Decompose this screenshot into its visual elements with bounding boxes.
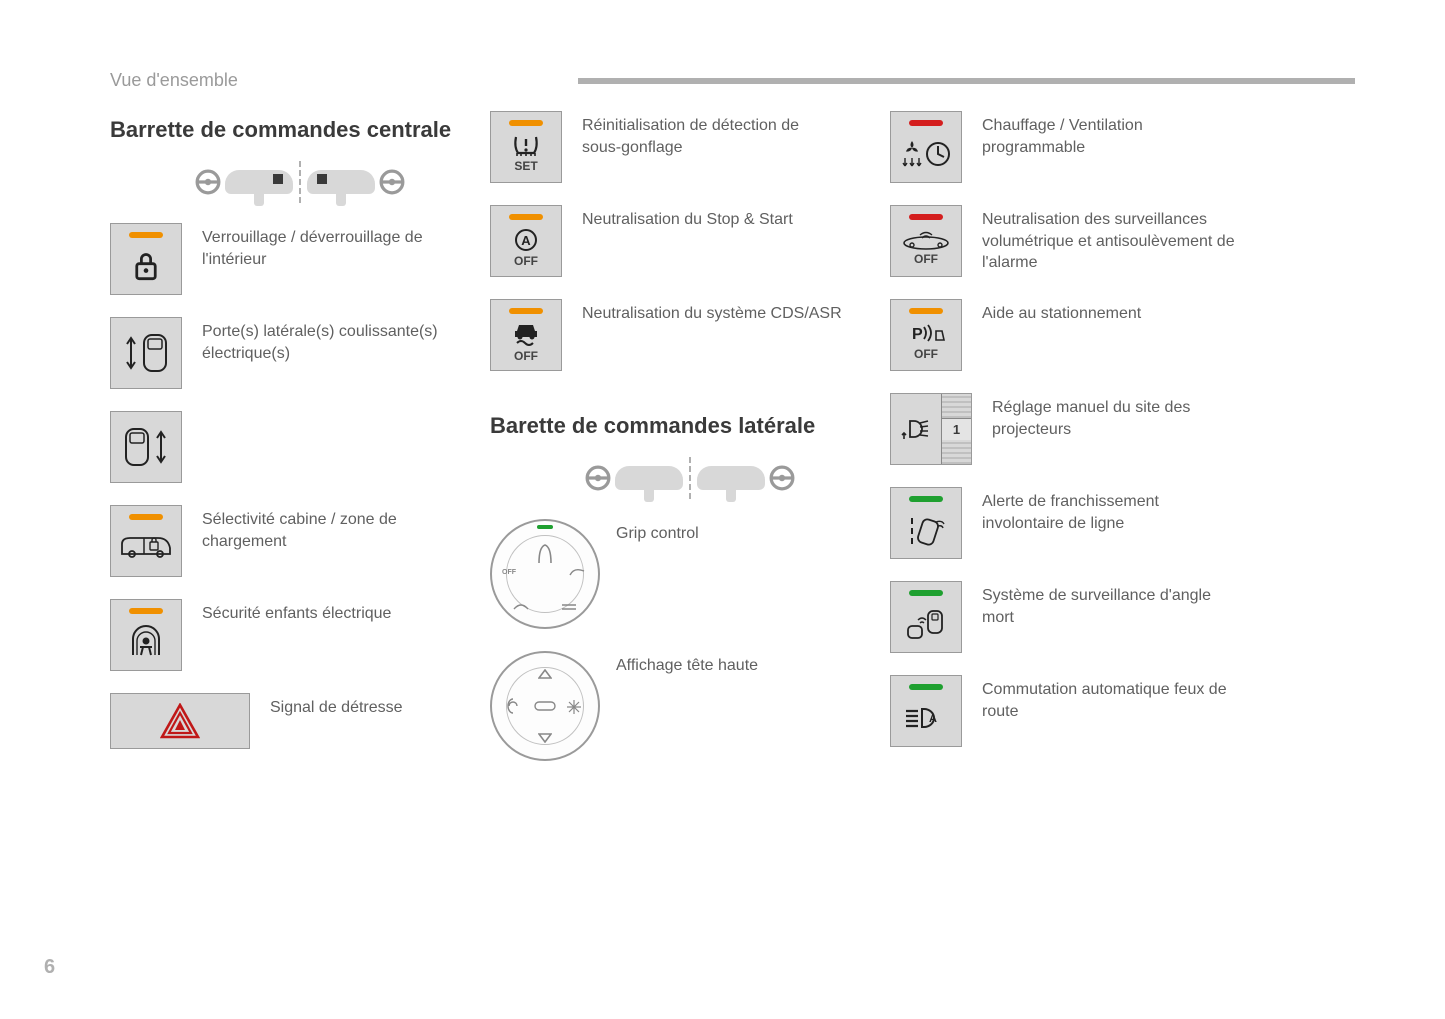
item-stopstart: A OFF Neutralisation du Stop & Start: [490, 205, 890, 277]
header: Vue d'ensemble: [110, 70, 1355, 91]
tpms-icon: SET: [490, 111, 562, 183]
item-label: Aide au stationnement: [982, 299, 1141, 325]
column-2: SET Réinitialisation de détection de sou…: [490, 111, 890, 783]
item-label: Neutralisation des surveillances volumét…: [982, 205, 1242, 274]
item-label: Porte(s) latérale(s) coulissante(s) élec…: [202, 317, 462, 364]
item-autobeam: A Commutation automatique feux de route: [890, 675, 1310, 747]
sliding-door-icon: [110, 317, 182, 389]
steering-wheel-icon: [195, 169, 221, 195]
steering-wheel-icon: [379, 169, 405, 195]
parking-assist-icon: P OFF: [890, 299, 962, 371]
item-hazard: Signal de détresse: [110, 693, 490, 749]
blind-spot-icon: [890, 581, 962, 653]
item-lane: Alerte de franchissement involontaire de…: [890, 487, 1310, 559]
item-alarm: OFF Neutralisation des surveillances vol…: [890, 205, 1310, 277]
sub-label: OFF: [514, 349, 538, 363]
item-hud: Affichage tête haute: [490, 651, 890, 761]
grip-control-dial-icon: OFF: [490, 519, 600, 629]
lock-icon: [110, 223, 182, 295]
content-columns: Barrette de commandes centrale Verrouill…: [110, 111, 1355, 783]
item-label: Réinitialisation de détection de sous-go…: [582, 111, 842, 158]
item-tpms: SET Réinitialisation de détection de sou…: [490, 111, 890, 183]
item-label: Neutralisation du Stop & Start: [582, 205, 793, 231]
svg-text:A: A: [929, 713, 937, 725]
page-number: 6: [44, 956, 55, 979]
sub-label: SET: [514, 159, 537, 173]
hazard-icon: [110, 693, 250, 749]
item-door-alt: [110, 411, 490, 483]
item-label: Neutralisation du système CDS/ASR: [582, 299, 842, 325]
steering-diagram-central: [110, 161, 490, 203]
column-3: Chauffage / Ventilation programmable OFF…: [890, 111, 1310, 783]
header-rule: [578, 78, 1355, 84]
item-label: Système de surveillance d'angle mort: [982, 581, 1242, 628]
svg-text:A: A: [521, 233, 531, 248]
hud-dial-icon: [490, 651, 600, 761]
section-label: Vue d'ensemble: [110, 70, 238, 91]
item-van-lock: Sélectivité cabine / zone de chargement: [110, 505, 490, 577]
heating-ventilation-icon: [890, 111, 962, 183]
item-parking: P OFF Aide au stationnement: [890, 299, 1310, 371]
esc-off-icon: OFF: [490, 299, 562, 371]
stop-start-icon: A OFF: [490, 205, 562, 277]
panel-shape-icon: [225, 170, 293, 194]
svg-text:P: P: [912, 326, 923, 343]
item-grip: OFF Grip control: [490, 519, 890, 629]
item-heating: Chauffage / Ventilation programmable: [890, 111, 1310, 183]
item-esc: OFF Neutralisation du système CDS/ASR: [490, 299, 890, 371]
panel-shape-icon: [697, 466, 765, 490]
lane-departure-icon: [890, 487, 962, 559]
item-label: Sécurité enfants électrique: [202, 599, 391, 625]
child-lock-icon: [110, 599, 182, 671]
van-lock-icon: [110, 505, 182, 577]
col1-title: Barrette de commandes centrale: [110, 117, 490, 143]
item-label: Sélectivité cabine / zone de chargement: [202, 505, 462, 552]
sub-label: OFF: [914, 252, 938, 266]
sub-label: OFF: [514, 254, 538, 268]
auto-highbeam-icon: A: [890, 675, 962, 747]
item-headlight-adj: 1 Réglage manuel du site des projecteurs: [890, 393, 1310, 465]
item-label: Alerte de franchissement involontaire de…: [982, 487, 1242, 534]
item-sliding-door: Porte(s) latérale(s) coulissante(s) élec…: [110, 317, 490, 389]
item-blindspot: Système de surveillance d'angle mort: [890, 581, 1310, 653]
item-label: Chauffage / Ventilation programmable: [982, 111, 1242, 158]
headlight-adjust-icon: 1: [890, 393, 972, 465]
steering-wheel-icon: [769, 465, 795, 491]
panel-shape-icon: [307, 170, 375, 194]
panel-shape-icon: [615, 466, 683, 490]
item-lock: Verrouillage / déverrouillage de l'intér…: [110, 223, 490, 295]
steering-wheel-icon: [585, 465, 611, 491]
sliding-door-alt-icon: [110, 411, 182, 483]
steering-diagram-lateral: [490, 457, 890, 499]
sub-label: OFF: [914, 347, 938, 361]
alarm-off-icon: OFF: [890, 205, 962, 277]
item-child: Sécurité enfants électrique: [110, 599, 490, 671]
col2-title: Barette de commandes latérale: [490, 413, 890, 439]
item-label: Verrouillage / déverrouillage de l'intér…: [202, 223, 462, 270]
item-label: Commutation automatique feux de route: [982, 675, 1242, 722]
item-label: Affichage tête haute: [616, 651, 758, 677]
item-label: Grip control: [616, 519, 699, 545]
item-label: Signal de détresse: [270, 693, 403, 719]
column-1: Barrette de commandes centrale Verrouill…: [110, 111, 490, 783]
item-label: Réglage manuel du site des projecteurs: [992, 393, 1252, 440]
